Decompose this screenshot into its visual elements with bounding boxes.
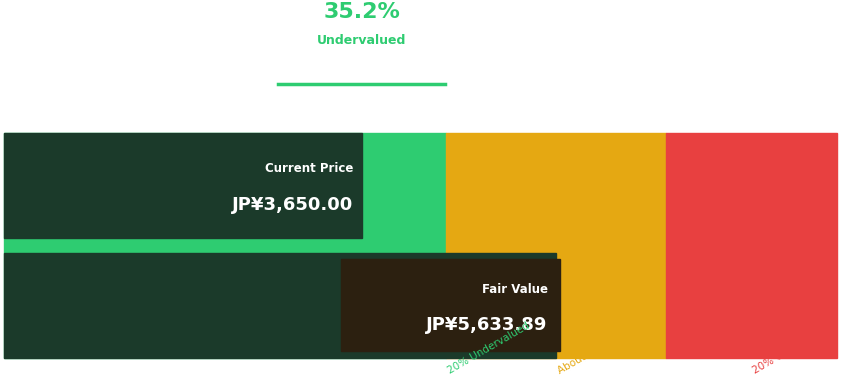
Bar: [4, 253, 556, 358]
Text: JP¥3,650.00: JP¥3,650.00: [232, 196, 353, 214]
Text: About Right: About Right: [556, 336, 613, 375]
Text: 20% Overvalued: 20% Overvalued: [751, 324, 831, 375]
Bar: [4, 133, 361, 238]
Text: 20% Undervalued: 20% Undervalued: [445, 320, 530, 375]
Text: 35.2%: 35.2%: [323, 2, 400, 22]
Bar: [445, 133, 665, 358]
Text: Fair Value: Fair Value: [481, 283, 547, 296]
Bar: [665, 133, 836, 358]
Text: Undervalued: Undervalued: [317, 34, 406, 47]
Bar: [341, 259, 560, 352]
Text: Current Price: Current Price: [265, 162, 353, 175]
Text: JP¥5,633.89: JP¥5,633.89: [426, 316, 547, 334]
Bar: [4, 133, 445, 358]
